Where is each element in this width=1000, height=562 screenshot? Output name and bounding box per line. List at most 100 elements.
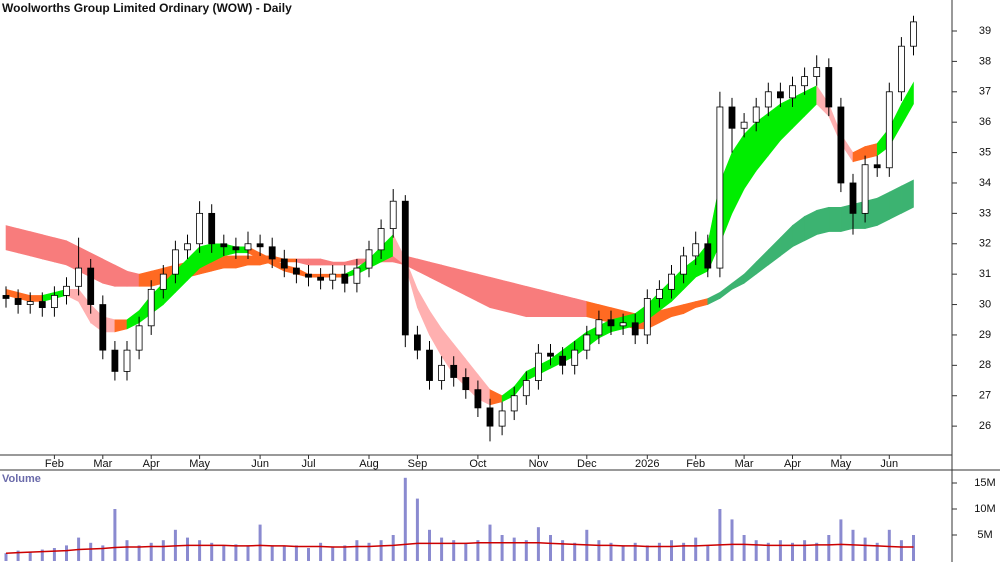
candle-body: [305, 273, 312, 278]
volume-bar: [561, 540, 565, 561]
volume-bar: [706, 545, 710, 561]
volume-bar: [331, 546, 335, 561]
volume-bar: [754, 540, 758, 561]
x-tick-label: Mar: [735, 458, 754, 470]
volume-bar: [791, 542, 794, 561]
volume-bar: [391, 535, 395, 561]
candle-body: [631, 322, 639, 336]
y-tick-label: 28: [979, 359, 991, 371]
candle-body: [256, 243, 264, 248]
volume-bar: [355, 540, 359, 561]
volume-bar: [186, 537, 189, 561]
candle-body: [777, 91, 784, 99]
candle-body: [147, 288, 155, 327]
volume-bar: [730, 519, 734, 561]
ribbon-segment: [308, 258, 321, 266]
candle-body: [522, 380, 530, 397]
ribbon-segment: [223, 255, 237, 269]
candle-body: [825, 67, 833, 108]
candle-body: [341, 273, 349, 284]
x-tick-label: Jul: [301, 458, 315, 470]
volume-bar: [803, 540, 807, 561]
candle-body: [764, 91, 772, 108]
candle-body: [801, 76, 808, 87]
volume-bar: [415, 498, 419, 561]
volume-bar: [645, 545, 649, 561]
y-tick-label: 10M: [974, 503, 995, 515]
y-tick-label: 26: [979, 420, 991, 432]
candle-body: [861, 164, 869, 214]
candle-body: [171, 249, 179, 275]
ribbon-segment: [888, 185, 902, 220]
candle-body: [413, 334, 421, 351]
volume-bar: [65, 545, 68, 561]
candle-body: [486, 407, 494, 427]
candle-body: [728, 106, 736, 129]
candle-body: [547, 352, 554, 357]
ribbon-segment: [126, 270, 140, 287]
x-tick-label: Feb: [686, 458, 705, 470]
x-tick-label: Apr: [784, 458, 801, 470]
candle-body: [595, 319, 603, 336]
x-tick-label: Dec: [577, 458, 597, 470]
candle-body: [184, 243, 191, 251]
candle-body: [607, 319, 615, 327]
ribbon-segment: [574, 298, 588, 318]
y-tick-label: 31: [979, 268, 991, 280]
volume-bar: [52, 548, 56, 561]
ribbon-segment: [586, 301, 600, 321]
candle-body: [292, 267, 300, 275]
ribbon-segment: [538, 288, 551, 318]
volume-bar: [89, 542, 93, 561]
ribbon-segment: [876, 191, 890, 227]
candle-body: [535, 352, 542, 381]
volume-bar: [573, 542, 577, 561]
volume-bar: [657, 542, 661, 561]
candle-body: [244, 243, 252, 251]
volume-bar: [464, 542, 468, 561]
volume-average-line: [5, 542, 914, 554]
chart-title: Woolworths Group Limited Ordinary (WOW) …: [2, 1, 292, 15]
y-tick-label: 32: [979, 238, 991, 250]
volume-bar: [536, 527, 540, 561]
volume-bar: [149, 542, 153, 561]
volume-bar: [839, 519, 843, 561]
candle-body: [196, 212, 204, 245]
volume-bar: [28, 551, 32, 561]
volume-bar: [815, 542, 819, 561]
ribbon-segment: [54, 237, 67, 266]
x-tick-label: May: [831, 458, 852, 470]
candle-body: [498, 410, 506, 427]
x-tick-label: Jun: [880, 458, 898, 470]
volume-bar: [827, 535, 831, 561]
candle-body: [704, 243, 712, 269]
candle-body: [510, 395, 518, 412]
volume-bar: [452, 540, 456, 561]
volume-bar: [476, 540, 480, 561]
y-tick-label: 15M: [974, 477, 995, 489]
ribbon-segment: [477, 273, 491, 309]
volume-bar: [246, 545, 250, 561]
candle-body: [438, 364, 446, 381]
volume-bar: [294, 545, 298, 561]
ribbon-segment: [562, 295, 576, 318]
y-tick-label: 29: [979, 329, 991, 341]
candle-body: [680, 255, 687, 275]
candle-body: [873, 164, 881, 169]
ribbon-segment: [489, 276, 503, 312]
x-tick-label: Oct: [469, 458, 486, 470]
volume-bar: [210, 542, 214, 561]
volume-bar: [875, 542, 879, 561]
candle-body: [716, 106, 724, 269]
ribbon-segment: [41, 234, 55, 263]
ribbon-segment: [5, 225, 19, 254]
volume-bar: [319, 542, 323, 561]
volume-bar: [694, 537, 698, 561]
ribbon-segment: [332, 261, 346, 266]
candle-body: [583, 334, 591, 351]
candle-body: [111, 349, 119, 372]
candle-body: [813, 67, 821, 77]
volume-bar: [367, 542, 371, 561]
candle-body: [643, 298, 651, 336]
candle-body: [450, 364, 458, 378]
